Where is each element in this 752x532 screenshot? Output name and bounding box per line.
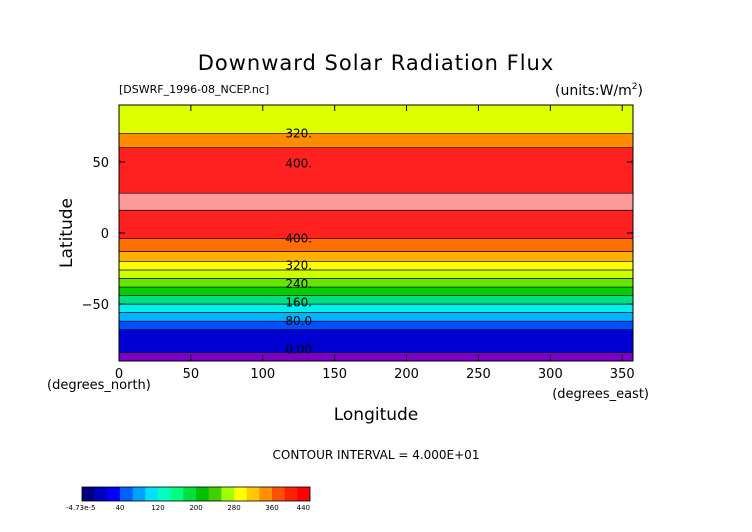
contour-label: 160. — [285, 296, 312, 310]
colorbar-segment — [158, 487, 171, 501]
colorbar-segment — [82, 487, 95, 501]
contour-label: 240. — [285, 277, 312, 291]
heatmap-bands — [119, 105, 633, 361]
heatmap-band — [119, 312, 633, 322]
chart-subtitle-left: [DSWRF_1996-08_NCEP.nc] — [119, 83, 269, 96]
contour-label: 320. — [285, 126, 312, 140]
heatmap-band — [119, 295, 633, 305]
y-unit-label: (degrees_north) — [47, 378, 151, 393]
x-tick-label: 250 — [466, 367, 491, 382]
contour-labels: 320. 400. 400. 320. 240. 160. 80.0 0.00 — [285, 126, 312, 356]
heatmap-band — [119, 251, 633, 262]
heatmap-band — [119, 329, 633, 353]
heatmap-band — [119, 269, 633, 279]
x-tick-label: 0 — [115, 367, 123, 382]
colorbar-segment — [170, 487, 184, 501]
heatmap-band — [119, 133, 633, 148]
colorbar-label: -4.73e-5 — [66, 504, 95, 512]
x-axis-ticks: 0 50 100 150 200 250 300 350 — [115, 105, 635, 382]
colorbar-segment — [107, 487, 121, 501]
y-tick-label: 0 — [101, 227, 109, 242]
heatmap-band — [119, 210, 633, 239]
heatmap-band — [119, 287, 633, 296]
contour-label: 80.0 — [285, 314, 312, 328]
x-tick-label: 200 — [394, 367, 419, 382]
colorbar-segment — [120, 487, 133, 501]
chart-subtitle-right: (units:W/m2) — [555, 82, 643, 99]
colorbar-segment — [221, 487, 235, 501]
colorbar-segment — [284, 487, 298, 501]
colorbar-segment — [234, 487, 247, 501]
contour-interval-text: CONTOUR INTERVAL = 4.000E+01 — [273, 448, 480, 462]
heatmap-band — [119, 321, 633, 330]
colorbar-segment — [183, 487, 197, 501]
heatmap-band — [119, 352, 633, 361]
heatmap-band — [119, 238, 633, 252]
x-tick-label: 300 — [538, 367, 563, 382]
y-axis-ticks: −50 0 50 — [82, 156, 633, 313]
contour-label: 400. — [285, 156, 312, 170]
x-tick-label: 350 — [610, 367, 635, 382]
heatmap-band — [119, 278, 633, 288]
x-tick-label: 100 — [250, 367, 275, 382]
heatmap-band — [119, 304, 633, 313]
colorbar-segment — [272, 487, 285, 501]
chart-title: Downward Solar Radiation Flux — [198, 51, 555, 75]
x-unit-label: (degrees_east) — [552, 387, 649, 402]
heatmap-band — [119, 193, 633, 211]
x-axis-label: Longitude — [334, 405, 419, 425]
colorbar-label: 40 — [116, 504, 125, 512]
colorbar-label: 360 — [265, 504, 278, 512]
contour-label: 320. — [285, 259, 312, 273]
colorbar-segment — [94, 487, 108, 501]
contour-label: 0.00 — [285, 343, 312, 357]
colorbar-segment — [246, 487, 260, 501]
colorbar-segment — [196, 487, 209, 501]
heatmap-band — [119, 105, 633, 134]
colorbar-label: 280 — [227, 504, 240, 512]
heatmap-band — [119, 261, 633, 270]
contour-lines — [119, 133, 633, 353]
colorbar-label: 120 — [151, 504, 164, 512]
colorbar-segment — [145, 487, 159, 501]
colorbar-label: 440 — [297, 504, 310, 512]
colorbar-segment — [259, 487, 273, 501]
y-axis-label: Latitude — [57, 198, 77, 268]
colorbar-segment — [297, 487, 311, 501]
colorbar-segment — [132, 487, 146, 501]
colorbar-segment — [208, 487, 222, 501]
x-tick-label: 50 — [183, 367, 200, 382]
colorbar — [81, 486, 311, 502]
colorbar-label: 200 — [189, 504, 202, 512]
y-tick-label: 50 — [92, 156, 109, 171]
contour-label: 400. — [285, 232, 312, 246]
y-tick-label: −50 — [82, 298, 109, 313]
x-tick-label: 150 — [322, 367, 347, 382]
colorbar-labels: -4.73e-5 40 120 200 280 360 440 — [66, 504, 310, 512]
colorbar-frame — [81, 486, 311, 502]
heatmap-band — [119, 147, 633, 194]
